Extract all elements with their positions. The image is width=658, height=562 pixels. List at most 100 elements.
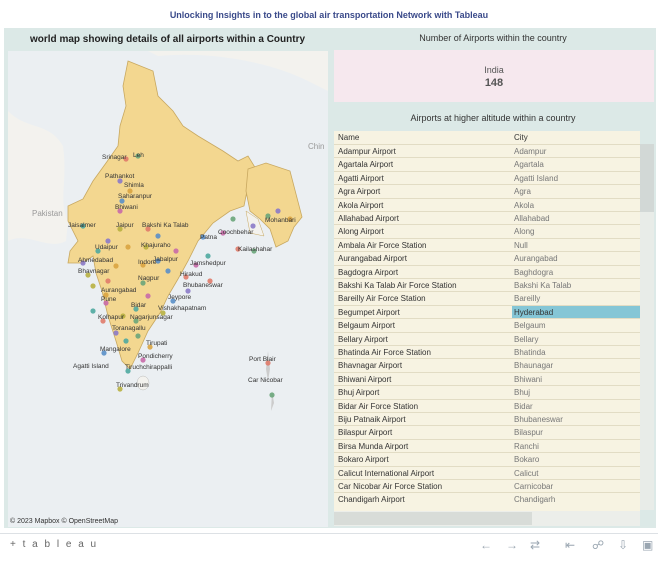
airport-dot[interactable] bbox=[133, 306, 139, 312]
airport-dot[interactable] bbox=[287, 216, 293, 222]
airport-dot[interactable] bbox=[220, 230, 226, 236]
airport-dot[interactable] bbox=[145, 226, 151, 232]
airport-dot[interactable] bbox=[101, 350, 107, 356]
airport-dot[interactable] bbox=[113, 330, 119, 336]
airport-dot[interactable] bbox=[265, 360, 271, 366]
table-row[interactable]: Bhuj Airport Bhuj bbox=[334, 385, 640, 399]
airport-dot[interactable] bbox=[103, 300, 109, 306]
airport-dot[interactable] bbox=[120, 313, 126, 319]
table-row[interactable]: Belgaum Airport Belgaum bbox=[334, 318, 640, 332]
airport-dot[interactable] bbox=[85, 272, 91, 278]
airport-dot[interactable] bbox=[251, 248, 257, 254]
airport-dot[interactable] bbox=[185, 288, 191, 294]
table-row[interactable]: Akola Airport Akola bbox=[334, 197, 640, 212]
table-row[interactable]: Bellary Airport Bellary bbox=[334, 331, 640, 346]
airport-dot[interactable] bbox=[125, 244, 131, 250]
airport-dot[interactable] bbox=[170, 298, 176, 304]
table-row[interactable]: Biju Patnaik Airport Bhubaneswar bbox=[334, 412, 640, 426]
airport-table[interactable]: Name City Adampur Airport Adampur Agartala… bbox=[334, 131, 640, 526]
airport-dot[interactable] bbox=[105, 278, 111, 284]
table-row[interactable]: Begumpet Airport Hyderabad bbox=[334, 304, 640, 319]
airport-dot[interactable] bbox=[117, 178, 123, 184]
airport-dot[interactable] bbox=[113, 263, 119, 269]
share-icon[interactable]: ☍ bbox=[592, 538, 605, 552]
table-row[interactable]: Bhavnagar Airport Bhaunagar bbox=[334, 358, 640, 372]
table-row[interactable]: Bhiwani Airport Bhiwani bbox=[334, 371, 640, 386]
column-header-city[interactable]: City bbox=[514, 133, 528, 142]
airport-dot[interactable] bbox=[230, 216, 236, 222]
airport-dot[interactable] bbox=[140, 357, 146, 363]
airport-dot[interactable] bbox=[100, 318, 106, 324]
airport-dot[interactable] bbox=[117, 208, 123, 214]
table-row[interactable]: Car Nicobar Air Force Station Carnicobar bbox=[334, 479, 640, 493]
airport-dot[interactable] bbox=[90, 308, 96, 314]
airport-dot[interactable] bbox=[105, 238, 111, 244]
airport-dot[interactable] bbox=[160, 310, 166, 316]
table-row[interactable]: Ambala Air Force Station Null bbox=[334, 237, 640, 252]
airport-dot[interactable] bbox=[95, 248, 101, 254]
column-header-name[interactable]: Name bbox=[338, 133, 360, 142]
airport-dot[interactable] bbox=[147, 344, 153, 350]
table-row[interactable]: Aurangabad Airport Aurangabad bbox=[334, 251, 640, 265]
airport-dot[interactable] bbox=[235, 246, 241, 252]
airport-dot[interactable] bbox=[193, 262, 199, 268]
airport-dot[interactable] bbox=[119, 198, 125, 204]
airport-dot[interactable] bbox=[123, 156, 129, 162]
airport-dot[interactable] bbox=[127, 188, 133, 194]
airport-dot[interactable] bbox=[123, 338, 129, 344]
table-row[interactable]: Birsa Munda Airport Ranchi bbox=[334, 438, 640, 453]
table-row[interactable]: Adampur Airport Adampur bbox=[334, 144, 640, 158]
airport-dot[interactable] bbox=[90, 283, 96, 289]
airport-dot[interactable] bbox=[103, 292, 109, 298]
table-vertical-scrollbar[interactable] bbox=[640, 144, 654, 510]
table-row[interactable]: Bareilly Air Force Station Bareilly bbox=[334, 291, 640, 305]
table-row[interactable]: Bagdogra Airport Baghdogra bbox=[334, 264, 640, 279]
undo-icon[interactable]: ← bbox=[480, 538, 492, 552]
table-row[interactable]: Agatti Airport Agatti Island bbox=[334, 170, 640, 185]
airport-dot[interactable] bbox=[80, 223, 86, 229]
revert-icon[interactable]: ⇄ bbox=[530, 538, 541, 552]
table-row[interactable]: Agra Airport Agra bbox=[334, 184, 640, 198]
table-row[interactable]: Along Airport Along bbox=[334, 224, 640, 238]
count-panel[interactable]: India 148 bbox=[334, 50, 654, 102]
airport-dot[interactable] bbox=[125, 368, 131, 374]
airport-dot[interactable] bbox=[135, 153, 141, 159]
airport-dot[interactable] bbox=[140, 280, 146, 286]
redo-icon[interactable]: → bbox=[506, 538, 518, 552]
airport-dot[interactable] bbox=[205, 253, 211, 259]
table-row[interactable]: Calicut International Airport Calicut bbox=[334, 465, 640, 480]
airport-map[interactable]: Pakistan Chin Srinagar Leh Pathankot Shimla… bbox=[8, 51, 328, 527]
airport-dot[interactable] bbox=[117, 226, 123, 232]
table-row[interactable]: Bidar Air Force Station Bidar bbox=[334, 398, 640, 413]
airport-dot[interactable] bbox=[117, 386, 123, 392]
tableau-logo[interactable]: + t a b l e a u bbox=[10, 539, 99, 550]
airport-dot[interactable] bbox=[143, 244, 149, 250]
scroll-thumb-horizontal[interactable] bbox=[334, 512, 532, 525]
airport-dot[interactable] bbox=[133, 318, 139, 324]
airport-dot[interactable] bbox=[165, 268, 171, 274]
airport-dot[interactable] bbox=[250, 223, 256, 229]
airport-dot[interactable] bbox=[183, 274, 189, 280]
airport-dot[interactable] bbox=[140, 262, 146, 268]
fullscreen-icon[interactable]: ▣ bbox=[642, 538, 654, 552]
airport-dot[interactable] bbox=[135, 333, 141, 339]
table-row[interactable]: Allahabad Airport Allahabad bbox=[334, 211, 640, 225]
table-row[interactable]: Agartala Airport Agartala bbox=[334, 157, 640, 171]
airport-dot[interactable] bbox=[265, 213, 271, 219]
airport-dot[interactable] bbox=[155, 258, 161, 264]
airport-dot[interactable] bbox=[173, 248, 179, 254]
airport-dot[interactable] bbox=[145, 293, 151, 299]
table-row[interactable]: Bhatinda Air Force Station Bhatinda bbox=[334, 345, 640, 359]
airport-dot[interactable] bbox=[155, 233, 161, 239]
table-horizontal-scrollbar[interactable] bbox=[334, 511, 640, 526]
airport-dot[interactable] bbox=[207, 278, 213, 284]
table-row[interactable]: Bilaspur Airport Bilaspur bbox=[334, 425, 640, 439]
table-row[interactable]: Bokaro Airport Bokaro bbox=[334, 452, 640, 466]
table-row[interactable]: Bakshi Ka Talab Air Force Station Bakshi … bbox=[334, 278, 640, 292]
airport-dot[interactable] bbox=[200, 234, 206, 240]
airport-dot[interactable] bbox=[80, 260, 86, 266]
scroll-thumb[interactable] bbox=[640, 144, 654, 212]
airport-dot[interactable] bbox=[269, 392, 275, 398]
table-row[interactable]: Chandigarh Airport Chandigarh bbox=[334, 492, 640, 506]
airport-dot[interactable] bbox=[275, 208, 281, 214]
